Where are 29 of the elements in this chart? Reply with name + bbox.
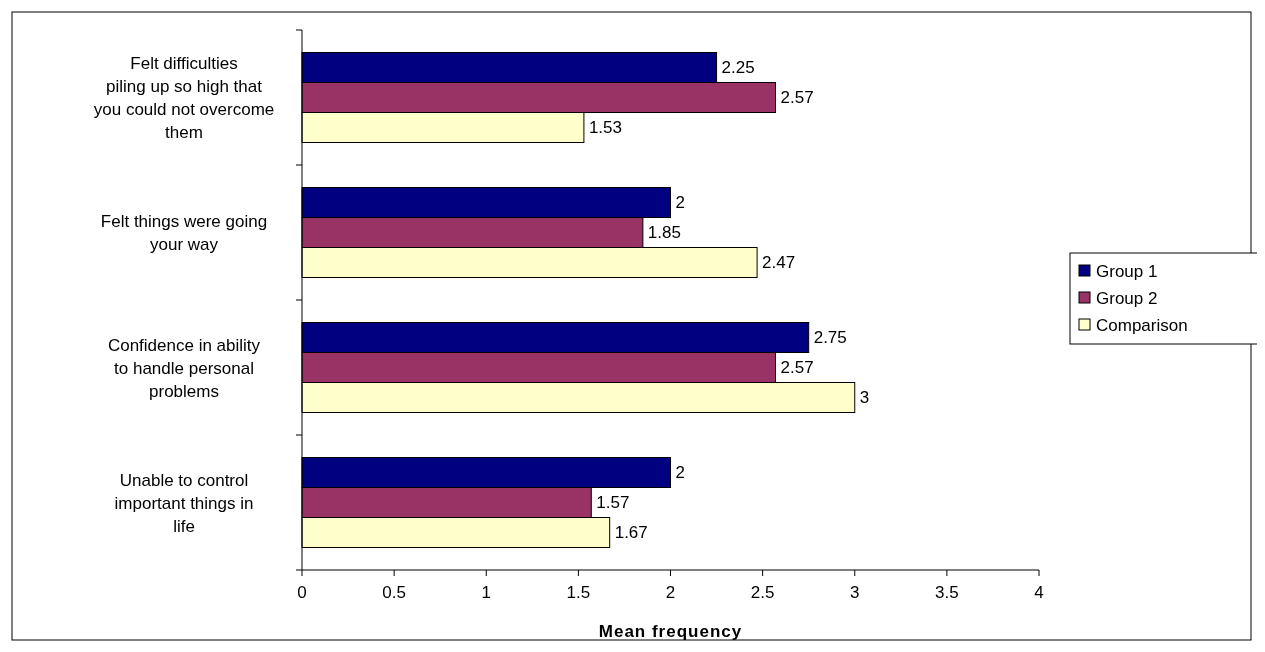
data-label: 1.85 — [647, 223, 681, 242]
x-tick-label: 0 — [297, 583, 307, 602]
data-label: 1.67 — [614, 523, 648, 542]
x-tick-label: 2.5 — [750, 583, 775, 602]
x-tick-label: 1.5 — [566, 583, 591, 602]
data-label: 1.53 — [588, 118, 622, 137]
data-label: 2 — [675, 193, 685, 212]
data-label: 2.25 — [721, 58, 755, 77]
data-label: 2.57 — [780, 88, 814, 107]
y-tick-label: Confidence in ability to handle personal problems — [107, 335, 261, 401]
data-label: 3 — [859, 388, 870, 407]
x-tick-label: 0.5 — [382, 583, 406, 602]
data-label: 2.75 — [813, 328, 847, 347]
legend-label: Group 2 — [1096, 288, 1158, 308]
y-tick-label: Unable to control important things in life — [114, 470, 254, 536]
legend-label: Group 1 — [1096, 261, 1158, 281]
x-tick-label: 3 — [850, 583, 860, 602]
y-tick-label: Felt difficulties piling up so high that you could not overcome them — [93, 54, 275, 142]
data-label: 2.47 — [762, 253, 796, 272]
legend-label: Comparison — [1096, 315, 1188, 335]
data-label: 2.57 — [780, 358, 814, 377]
x-tick-label: 1 — [481, 583, 491, 602]
data-label: 1.57 — [596, 493, 630, 512]
x-tick-label: 4 — [1034, 583, 1044, 602]
x-axis-title: Mean frequency — [598, 622, 743, 641]
x-tick-label: 2 — [665, 583, 676, 602]
y-tick-label: Felt things were going your way — [100, 212, 268, 254]
data-label: 2 — [675, 463, 685, 482]
x-tick-label: 3.5 — [935, 583, 959, 602]
